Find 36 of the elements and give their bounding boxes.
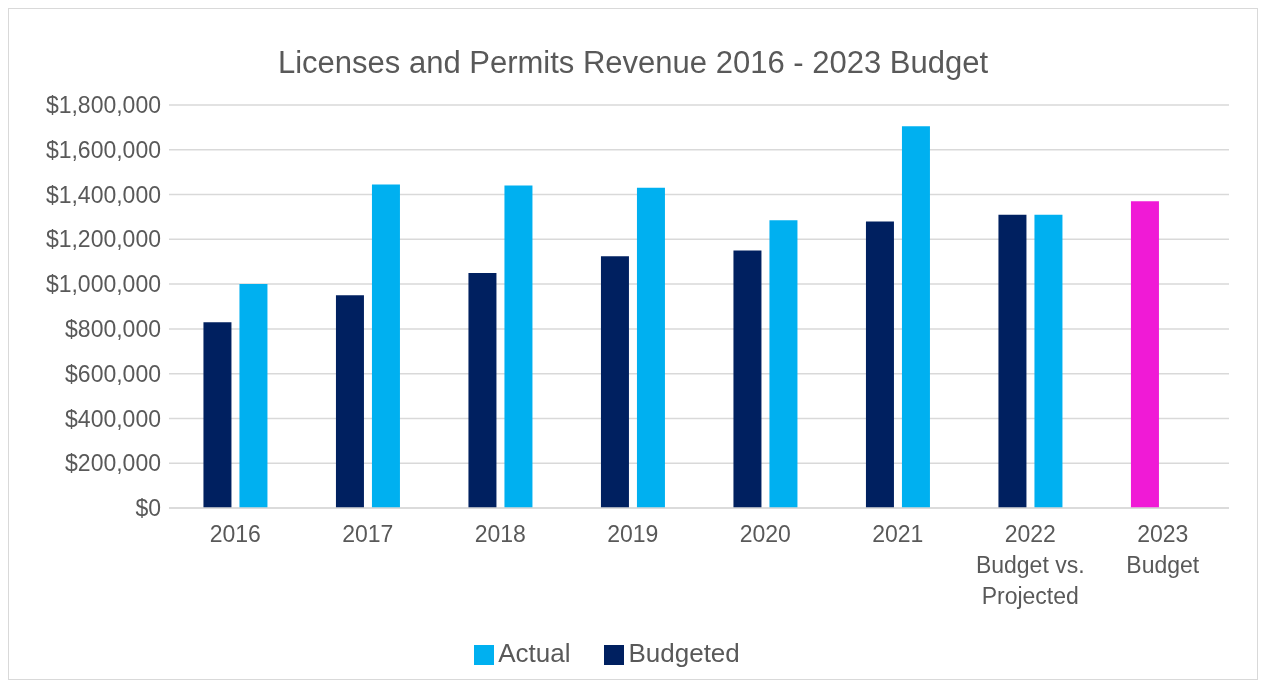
bar	[769, 220, 798, 508]
bar	[998, 214, 1027, 508]
bar	[636, 187, 665, 508]
y-tick-label: $1,000,000	[45, 271, 161, 298]
x-tick-label: 2022 Budget vs. Projected	[975, 521, 1085, 609]
y-tick-label: $800,000	[65, 316, 161, 343]
x-tick-label: 2018	[474, 521, 526, 547]
bar	[468, 272, 497, 508]
y-tick-label: $200,000	[65, 450, 161, 477]
x-tick-label: 2023 Budget	[1126, 521, 1200, 578]
y-tick-label: $600,000	[65, 360, 161, 387]
bar	[371, 184, 400, 508]
bar	[733, 250, 762, 508]
bar	[335, 295, 364, 508]
legend-label: Actual	[498, 638, 571, 668]
y-tick-label: $0	[135, 495, 161, 522]
legend-label: Budgeted	[628, 638, 740, 668]
y-tick-label: $1,200,000	[45, 226, 161, 253]
bar	[203, 322, 232, 508]
x-tick-label: 2020	[739, 521, 791, 547]
x-tick-label: 2017	[342, 521, 394, 547]
bar	[239, 284, 268, 508]
bar	[600, 256, 629, 508]
chart-title: Licenses and Permits Revenue 2016 - 2023 Budget	[277, 45, 989, 80]
bar	[504, 185, 533, 508]
bar	[901, 126, 930, 508]
y-tick-label: $1,400,000	[45, 181, 161, 208]
y-tick-label: $1,800,000	[45, 92, 161, 119]
bar	[1034, 214, 1063, 508]
y-tick-label: $1,600,000	[45, 136, 161, 163]
x-tick-label: 2016	[209, 521, 261, 547]
bar	[865, 221, 894, 508]
x-tick-label: 2021	[872, 521, 924, 547]
y-tick-label: $400,000	[65, 405, 161, 432]
x-tick-label: 2019	[607, 521, 659, 547]
bar	[1130, 201, 1159, 508]
